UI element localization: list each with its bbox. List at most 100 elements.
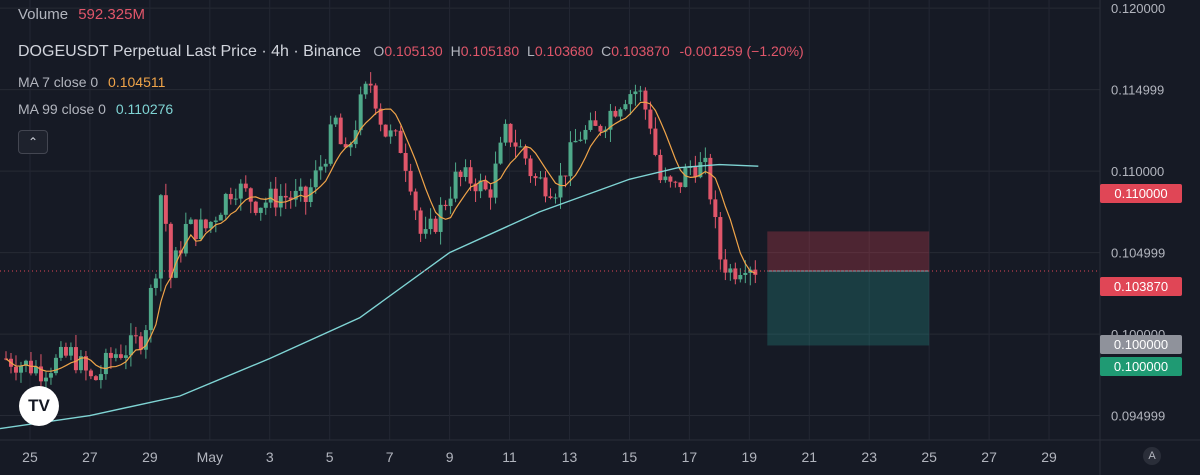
- y-tick-label: 0.104999: [1111, 246, 1165, 261]
- candle-body: [168, 223, 173, 278]
- candle-body: [333, 117, 338, 125]
- candle-body: [138, 336, 143, 350]
- tradingview-logo-icon[interactable]: TV: [19, 386, 59, 426]
- candle-body: [433, 218, 438, 232]
- candle-body: [98, 374, 103, 381]
- candle-body: [218, 214, 223, 221]
- candle-body: [43, 377, 48, 382]
- candle-body: [488, 189, 493, 198]
- candle-body: [353, 130, 358, 145]
- candle-body: [738, 275, 743, 280]
- candle-body: [663, 176, 668, 181]
- candle-body: [68, 347, 73, 356]
- candle-body: [478, 180, 483, 192]
- x-tick-label: 19: [742, 449, 758, 465]
- candle-body: [38, 366, 43, 382]
- candle-body: [143, 330, 148, 350]
- close-label: C: [601, 43, 612, 59]
- candle-body: [678, 182, 683, 188]
- candle-body: [348, 144, 353, 148]
- candle-body: [303, 186, 308, 203]
- x-tick-label: 13: [562, 449, 578, 465]
- candle-body: [658, 154, 663, 181]
- candle-body: [493, 163, 498, 198]
- price-tag-take-profit: 0.110000: [1100, 184, 1182, 203]
- volume-value: 592.325M: [78, 6, 145, 23]
- volume-label: Volume: [18, 6, 69, 23]
- candle-body: [653, 128, 658, 155]
- y-tick-label: 0.110000: [1111, 164, 1164, 179]
- candle-body: [393, 130, 398, 132]
- candle-body: [703, 157, 708, 163]
- candle-body: [553, 197, 558, 199]
- candle-body: [513, 142, 518, 147]
- candle-body: [293, 190, 298, 200]
- candle-body: [693, 166, 698, 178]
- candle-body: [13, 366, 18, 373]
- candle-body: [608, 110, 613, 130]
- candle-body: [118, 354, 123, 358]
- candle-body: [633, 91, 638, 95]
- candle-body: [78, 356, 83, 371]
- candle-body: [73, 347, 78, 371]
- ma99-line: [0, 163, 759, 430]
- candle-body: [363, 83, 368, 95]
- ma99-legend[interactable]: MA 99 close 0 0.110276: [18, 101, 173, 117]
- x-tick-label: 23: [861, 449, 877, 465]
- candle-body: [613, 110, 618, 117]
- candle-body: [753, 269, 758, 275]
- open-value: 0.105130: [384, 43, 443, 59]
- y-tick-label: 0.114999: [1111, 83, 1164, 98]
- candle-body: [503, 123, 508, 143]
- candle-body: [128, 335, 133, 356]
- x-tick-label: 25: [921, 449, 937, 465]
- x-tick-label: 17: [682, 449, 698, 465]
- candle-body: [238, 183, 243, 199]
- candle-body: [698, 162, 703, 178]
- candle-body: [323, 163, 328, 167]
- candle-body: [253, 201, 258, 213]
- candle-body: [318, 166, 323, 171]
- auto-scale-button[interactable]: A: [1143, 447, 1161, 465]
- candle-body: [343, 144, 348, 148]
- candle-body: [468, 167, 473, 184]
- price-tag-current: 0.103870: [1100, 277, 1182, 296]
- symbol-title: DOGEUSDT Perpetual Last Price · 4h · Bin…: [18, 43, 361, 60]
- stop-loss-zone: [767, 231, 930, 272]
- collapse-legend-button[interactable]: ⌃: [18, 130, 48, 154]
- candle-body: [108, 352, 113, 358]
- candle-body: [708, 157, 713, 200]
- x-tick-label: 15: [622, 449, 638, 465]
- candle-body: [33, 366, 38, 374]
- x-tick-label: 25: [22, 449, 38, 465]
- candle-body: [18, 365, 23, 373]
- candle-body: [448, 198, 453, 207]
- moving-average-lines: [0, 101, 759, 430]
- take-profit-zone: [767, 271, 930, 346]
- position-tool[interactable]: [767, 231, 930, 346]
- candle-body: [383, 124, 388, 137]
- x-tick-label: 3: [266, 449, 274, 465]
- open-label: O: [373, 43, 385, 59]
- candle-body: [573, 140, 578, 143]
- candle-body: [338, 117, 343, 145]
- candle-body: [313, 170, 318, 188]
- candle-body: [268, 188, 273, 203]
- candle-body: [713, 199, 718, 218]
- ma99-value: 0.110276: [115, 101, 174, 117]
- x-tick-label: 27: [981, 449, 997, 465]
- candle-body: [53, 357, 58, 374]
- candle-body: [153, 278, 158, 288]
- candle-body: [423, 229, 428, 234]
- candle-body: [463, 167, 468, 178]
- ma7-legend[interactable]: MA 7 close 0 0.104511: [18, 74, 165, 90]
- chevron-up-icon: ⌃: [27, 135, 39, 149]
- candle-body: [183, 223, 188, 254]
- candle-body: [378, 108, 383, 125]
- candle-body: [558, 175, 563, 198]
- candle-body: [358, 94, 363, 131]
- time-axis[interactable]: 25 27 29 May 3 5 7 9 11 13 15 17 19 21 23 25 27 29: [22, 449, 1057, 465]
- candle-body: [298, 186, 303, 191]
